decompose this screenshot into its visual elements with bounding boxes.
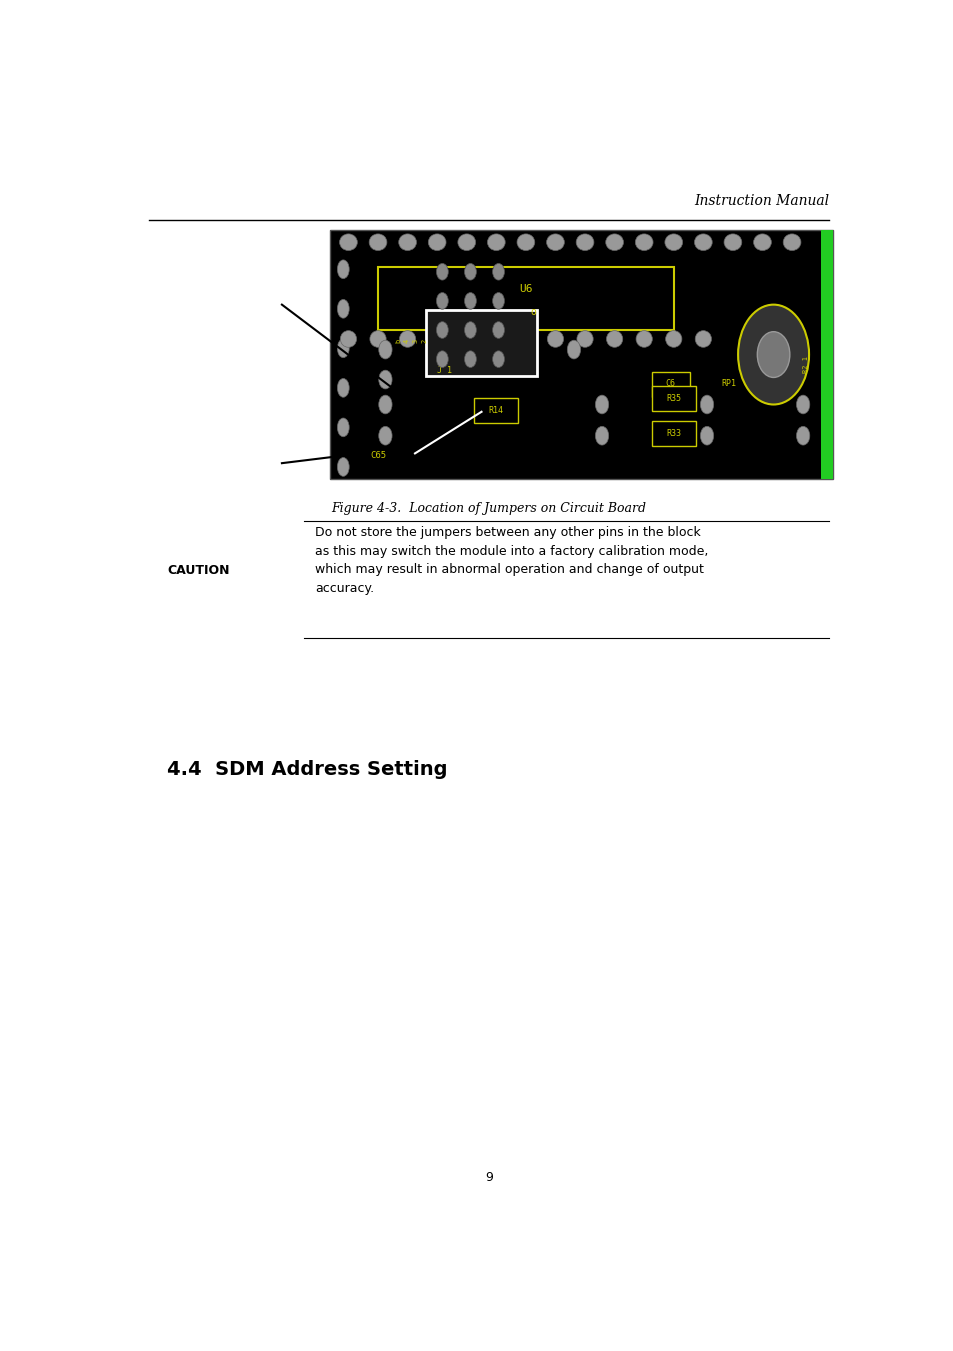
Bar <box>820 230 832 480</box>
Text: 2: 2 <box>421 339 427 343</box>
Ellipse shape <box>378 370 392 389</box>
Circle shape <box>464 293 476 309</box>
Circle shape <box>738 304 808 404</box>
Ellipse shape <box>398 234 416 250</box>
Circle shape <box>464 351 476 367</box>
Ellipse shape <box>337 300 349 317</box>
Ellipse shape <box>595 394 608 413</box>
Text: C6: C6 <box>665 380 675 388</box>
Circle shape <box>757 332 789 377</box>
Text: R14: R14 <box>488 407 503 415</box>
Ellipse shape <box>370 331 386 347</box>
Text: Do not store the jumpers between any other pins in the block
as this may switch : Do not store the jumpers between any oth… <box>314 526 708 594</box>
Ellipse shape <box>636 331 652 347</box>
Ellipse shape <box>337 378 349 397</box>
Ellipse shape <box>796 427 809 444</box>
Bar <box>474 399 518 423</box>
Ellipse shape <box>695 331 711 347</box>
Text: Instruction Manual: Instruction Manual <box>693 195 828 208</box>
Ellipse shape <box>606 331 622 347</box>
Ellipse shape <box>428 234 446 250</box>
Ellipse shape <box>337 417 349 436</box>
Ellipse shape <box>700 427 713 444</box>
Text: 3: 3 <box>413 339 418 343</box>
Circle shape <box>492 351 504 367</box>
Bar <box>330 230 832 480</box>
Ellipse shape <box>458 331 475 347</box>
Ellipse shape <box>339 234 357 250</box>
Text: 4: 4 <box>403 339 410 343</box>
Text: R33: R33 <box>665 428 680 438</box>
Text: b: b <box>395 339 400 343</box>
Ellipse shape <box>595 427 608 444</box>
Ellipse shape <box>782 234 801 250</box>
Ellipse shape <box>577 331 593 347</box>
Ellipse shape <box>517 331 534 347</box>
Ellipse shape <box>487 234 505 250</box>
Circle shape <box>436 293 448 309</box>
Ellipse shape <box>635 234 653 250</box>
Ellipse shape <box>796 394 809 413</box>
Ellipse shape <box>723 234 741 250</box>
Text: R2 1: R2 1 <box>802 357 808 373</box>
Circle shape <box>436 263 448 280</box>
Circle shape <box>464 263 476 280</box>
Bar <box>651 420 695 446</box>
Bar <box>651 373 689 397</box>
Circle shape <box>464 322 476 338</box>
Text: o: o <box>530 307 536 317</box>
Text: 9: 9 <box>484 1171 493 1183</box>
Ellipse shape <box>369 234 387 250</box>
Circle shape <box>492 322 504 338</box>
Ellipse shape <box>337 259 349 278</box>
Ellipse shape <box>700 394 713 413</box>
Ellipse shape <box>753 234 771 250</box>
Text: CAUTION: CAUTION <box>167 565 230 577</box>
Bar <box>377 267 673 330</box>
Ellipse shape <box>378 427 392 444</box>
Bar <box>426 309 537 376</box>
Text: J 1: J 1 <box>436 366 452 374</box>
Ellipse shape <box>546 234 564 250</box>
Ellipse shape <box>605 234 623 250</box>
Text: RP1: RP1 <box>721 380 736 388</box>
Ellipse shape <box>378 340 392 359</box>
Ellipse shape <box>457 234 476 250</box>
Circle shape <box>436 322 448 338</box>
Ellipse shape <box>694 234 712 250</box>
Ellipse shape <box>547 331 563 347</box>
Ellipse shape <box>399 331 416 347</box>
Bar <box>651 386 695 411</box>
Text: 4.4  SDM Address Setting: 4.4 SDM Address Setting <box>167 761 447 780</box>
Circle shape <box>492 293 504 309</box>
Text: Figure 4-3.  Location of Jumpers on Circuit Board: Figure 4-3. Location of Jumpers on Circu… <box>331 503 646 515</box>
Ellipse shape <box>340 331 356 347</box>
Ellipse shape <box>517 234 535 250</box>
Ellipse shape <box>567 340 580 359</box>
Text: U6: U6 <box>518 284 532 295</box>
Ellipse shape <box>337 339 349 358</box>
Ellipse shape <box>429 331 445 347</box>
Ellipse shape <box>576 234 594 250</box>
Ellipse shape <box>488 331 504 347</box>
Ellipse shape <box>337 458 349 477</box>
Circle shape <box>436 351 448 367</box>
Circle shape <box>492 263 504 280</box>
Text: C65: C65 <box>370 451 386 461</box>
Text: R35: R35 <box>665 393 680 403</box>
Ellipse shape <box>378 394 392 413</box>
Ellipse shape <box>664 234 682 250</box>
Ellipse shape <box>665 331 681 347</box>
